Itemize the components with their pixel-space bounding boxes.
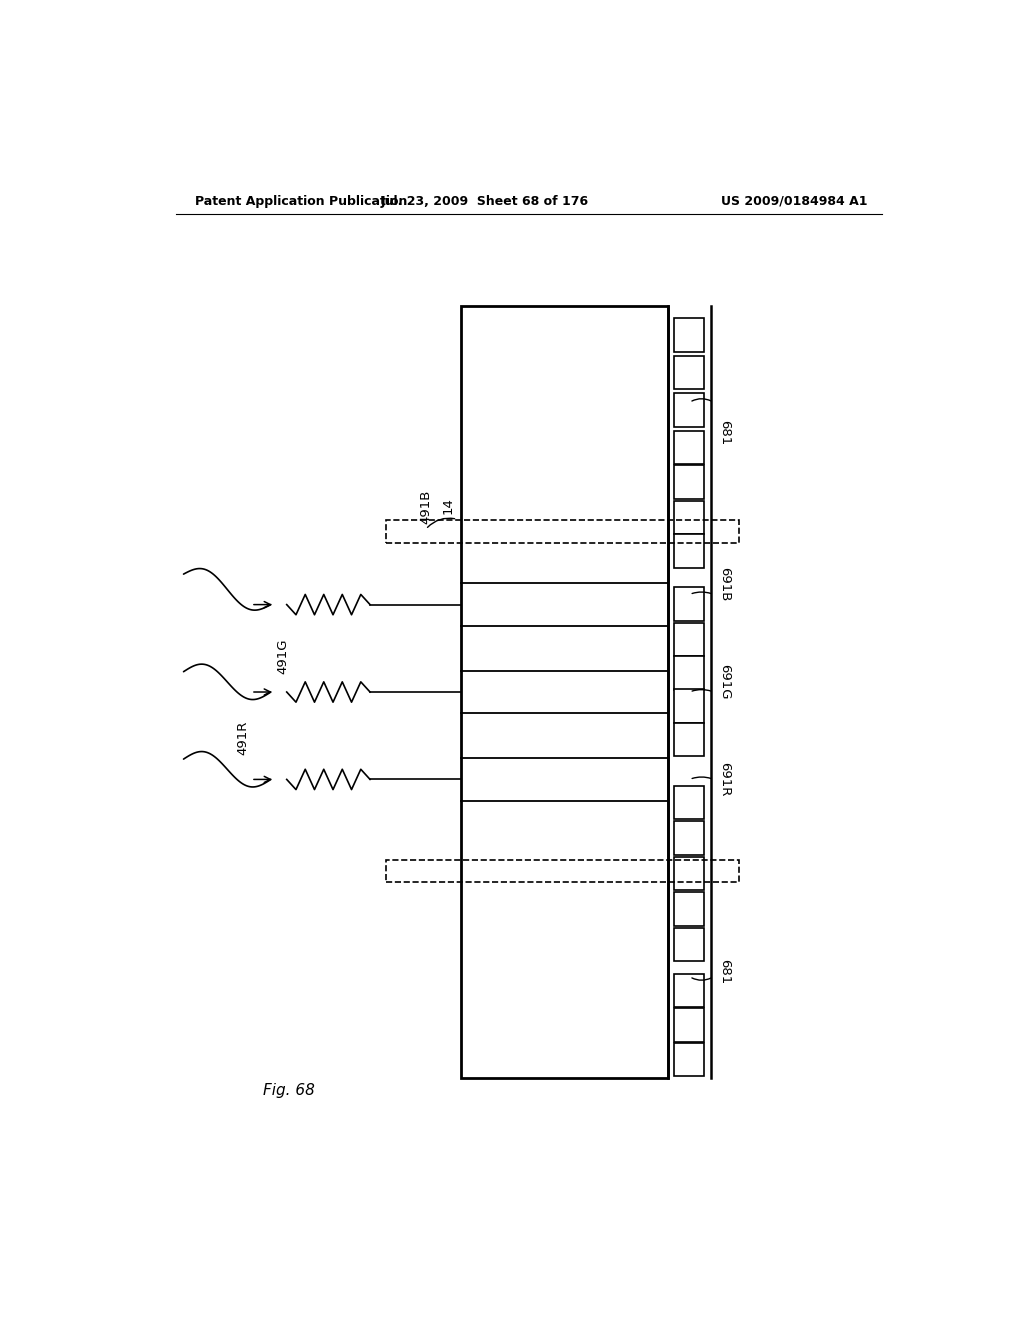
- Bar: [674, 656, 705, 690]
- Bar: [674, 318, 705, 351]
- Bar: [674, 587, 705, 620]
- Bar: [386, 859, 739, 882]
- Text: 491B: 491B: [419, 490, 432, 524]
- Bar: [674, 857, 705, 890]
- Bar: [674, 689, 705, 722]
- Bar: [674, 355, 705, 389]
- Bar: [674, 430, 705, 465]
- Bar: [674, 500, 705, 535]
- Bar: [674, 722, 705, 756]
- Text: 491R: 491R: [237, 721, 250, 755]
- Bar: [674, 821, 705, 854]
- Text: Jul. 23, 2009  Sheet 68 of 176: Jul. 23, 2009 Sheet 68 of 176: [381, 194, 589, 207]
- Bar: [674, 466, 705, 499]
- Text: US 2009/0184984 A1: US 2009/0184984 A1: [721, 194, 868, 207]
- Bar: [674, 535, 705, 568]
- Text: 691G: 691G: [718, 664, 731, 700]
- Text: 14: 14: [441, 498, 455, 515]
- Bar: [674, 1008, 705, 1041]
- Bar: [674, 785, 705, 818]
- Bar: [674, 623, 705, 656]
- Bar: [674, 928, 705, 961]
- Bar: [674, 393, 705, 426]
- Bar: [386, 520, 739, 543]
- Text: 681: 681: [718, 958, 731, 985]
- Bar: [674, 1043, 705, 1076]
- Bar: [674, 974, 705, 1007]
- Text: 691B: 691B: [718, 568, 731, 602]
- Text: 491G: 491G: [276, 639, 289, 675]
- Text: 691R: 691R: [718, 762, 731, 796]
- Bar: [461, 306, 668, 1078]
- Text: 681: 681: [718, 420, 731, 445]
- Text: Fig. 68: Fig. 68: [263, 1082, 314, 1098]
- Text: Patent Application Publication: Patent Application Publication: [196, 194, 408, 207]
- Bar: [674, 892, 705, 925]
